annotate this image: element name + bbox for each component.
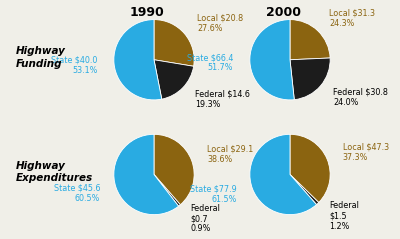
Text: Highway
Funding: Highway Funding xyxy=(16,46,66,69)
Wedge shape xyxy=(250,20,294,100)
Text: Federal
$0.7
0.9%: Federal $0.7 0.9% xyxy=(190,204,220,234)
Wedge shape xyxy=(290,58,330,100)
Text: Local $31.3
24.3%: Local $31.3 24.3% xyxy=(330,9,376,28)
Text: 1990: 1990 xyxy=(130,6,164,19)
Text: State $66.4
51.7%: State $66.4 51.7% xyxy=(187,53,233,72)
Text: State $45.6
60.5%: State $45.6 60.5% xyxy=(54,183,100,203)
Text: Local $47.3
37.3%: Local $47.3 37.3% xyxy=(342,143,389,162)
Wedge shape xyxy=(290,174,319,205)
Text: State $40.0
53.1%: State $40.0 53.1% xyxy=(51,56,97,75)
Text: Local $29.1
38.6%: Local $29.1 38.6% xyxy=(207,145,254,164)
Wedge shape xyxy=(290,20,330,60)
Text: 2000: 2000 xyxy=(266,6,301,19)
Text: Federal $30.8
24.0%: Federal $30.8 24.0% xyxy=(333,87,388,107)
Text: Federal $14.6
19.3%: Federal $14.6 19.3% xyxy=(195,90,250,109)
Wedge shape xyxy=(154,20,194,66)
Text: Federal
$1.5
1.2%: Federal $1.5 1.2% xyxy=(329,201,359,231)
Wedge shape xyxy=(290,134,330,202)
Wedge shape xyxy=(114,134,179,215)
Wedge shape xyxy=(114,20,162,100)
Wedge shape xyxy=(250,134,316,215)
Text: State $77.9
61.5%: State $77.9 61.5% xyxy=(190,185,237,204)
Wedge shape xyxy=(154,134,194,205)
Text: Highway
Expenditures: Highway Expenditures xyxy=(16,161,93,183)
Wedge shape xyxy=(154,174,180,206)
Text: Local $20.8
27.6%: Local $20.8 27.6% xyxy=(198,13,244,33)
Wedge shape xyxy=(154,60,194,99)
